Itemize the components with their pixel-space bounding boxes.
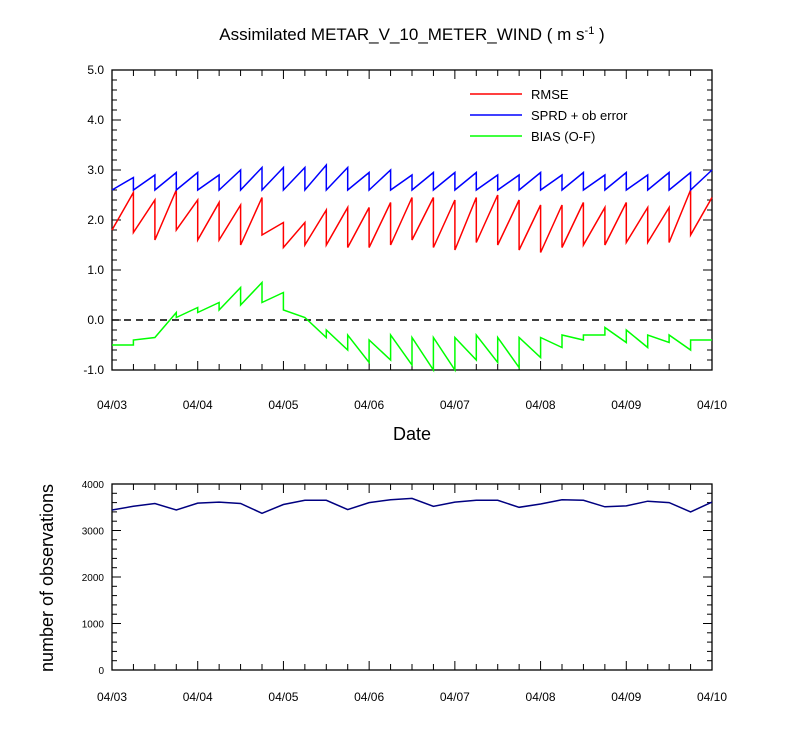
legend-label: SPRD + ob error [531,108,628,123]
top-x-tick-label: 04/09 [611,398,641,412]
legend-label: BIAS (O-F) [531,129,595,144]
top-x-tick-label: 04/10 [697,398,727,412]
bottom-x-tick-label: 04/08 [526,690,556,704]
bottom-x-tick-label: 04/05 [268,690,298,704]
chart-title-tail: ) [594,25,604,44]
bottom-x-tick-label: 04/03 [97,690,127,704]
top-y-tick-label: 2.0 [87,213,104,227]
bottom-series-line-0 [111,497,713,515]
legend-label: RMSE [531,87,569,102]
bottom-x-tick-label: 04/06 [354,690,384,704]
bottom-y-tick-label: 0 [98,666,104,677]
top-x-axis-title: Date [393,424,431,444]
top-x-tick-label: 04/03 [97,398,127,412]
top-y-tick-label: 5.0 [87,63,104,77]
bottom-x-tick-label: 04/04 [183,690,213,704]
top-y-tick-label: -1.0 [83,363,104,377]
top-x-tick-label: 04/07 [440,398,470,412]
bottom-y-axis-title: number of observations [37,484,57,672]
bottom-y-tick-label: 2000 [82,573,105,584]
top-y-tick-label: 1.0 [87,263,104,277]
top-y-tick-label: 0.0 [87,313,104,327]
top-series-line-sprd-ob-error [111,162,713,193]
top-y-tick-label: 3.0 [87,163,104,177]
top-series-line-rmse [111,189,713,253]
top-x-tick-label: 04/08 [526,398,556,412]
bottom-x-tick-label: 04/09 [611,690,641,704]
chart-title-superscript: -1 [585,25,595,37]
top-x-tick-label: 04/06 [354,398,384,412]
bottom-plot-frame [111,483,713,671]
top-x-tick-label: 04/05 [268,398,298,412]
bottom-y-tick-label: 1000 [82,620,105,631]
chart-title-main: Assimilated METAR_V_10_METER_WIND ( m s [219,25,584,44]
bottom-chart: 04/03 04/04 04/05 04/06 04/07 04/08 04/09 04/10… [82,480,728,704]
bottom-x-tick-label: 04/07 [440,690,470,704]
bottom-y-tick-label: 4000 [82,480,105,491]
top-chart: 04/03 04/04 04/05 04/06 04/07 04/08 04/09 04/10… [83,63,727,412]
top-x-tick-label: 04/04 [183,398,213,412]
chart-title: Assimilated METAR_V_10_METER_WIND ( m s-… [219,25,604,44]
bottom-y-tick-label: 3000 [82,527,105,538]
bottom-x-tick-label: 04/10 [697,690,727,704]
top-series-line-bias-o-f [112,280,712,373]
top-y-tick-label: 4.0 [87,113,104,127]
